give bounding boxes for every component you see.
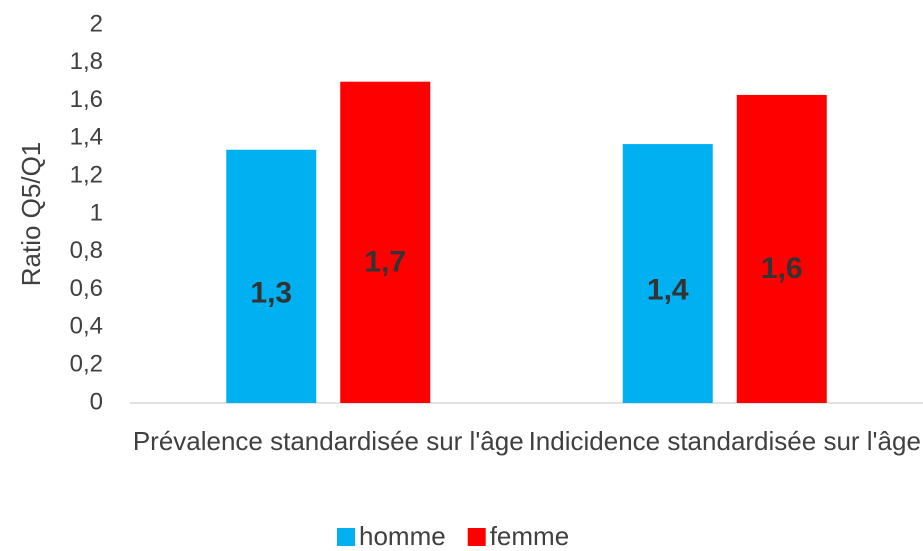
bar bbox=[226, 149, 317, 403]
y-tick-label: 0,6 bbox=[70, 275, 103, 302]
y-tick-label: 0 bbox=[90, 388, 103, 415]
data-label: 1,4 bbox=[647, 273, 689, 306]
x-tick-label: Prévalence standardisée sur l'âge bbox=[132, 426, 524, 456]
y-axis-title: Ratio Q5/Q1 bbox=[16, 142, 46, 287]
y-tick-label: 1,6 bbox=[70, 86, 103, 113]
y-tick-label: 0,4 bbox=[70, 313, 103, 340]
y-tick-label: 1,4 bbox=[70, 124, 103, 151]
y-tick-label: 0,8 bbox=[70, 237, 103, 264]
legend-label: homme bbox=[359, 521, 446, 551]
bar bbox=[736, 94, 827, 404]
bar bbox=[340, 81, 431, 403]
y-tick-label: 0,2 bbox=[70, 351, 103, 378]
y-tick-label: 1 bbox=[90, 199, 103, 226]
data-label: 1,7 bbox=[364, 245, 406, 278]
bar bbox=[622, 144, 713, 403]
y-tick-label: 1,8 bbox=[70, 48, 103, 75]
data-label: 1,6 bbox=[761, 252, 803, 285]
y-tick-label: 1,2 bbox=[70, 162, 103, 189]
legend-label: femme bbox=[490, 521, 569, 551]
data-label: 1,3 bbox=[250, 276, 292, 309]
y-tick-label: 2 bbox=[90, 10, 103, 37]
legend-swatch bbox=[337, 528, 355, 546]
x-tick-label: Indicidence standardisée sur l'âge bbox=[528, 426, 921, 456]
legend-swatch bbox=[467, 528, 486, 546]
